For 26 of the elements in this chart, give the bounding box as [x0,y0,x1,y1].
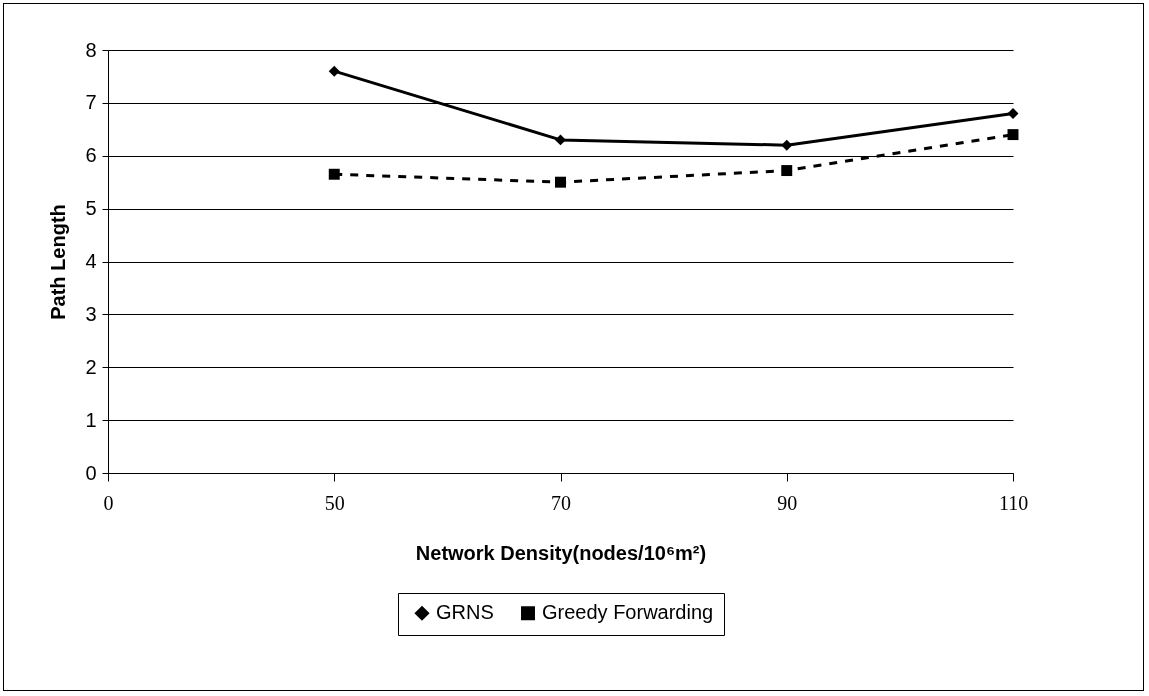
y-tick-label: 4 [85,250,97,272]
x-tick-label: 70 [551,491,571,514]
y-tick-label: 6 [85,144,97,167]
point [781,139,793,151]
y-axis-title: Path Length [47,204,70,320]
y-tick-label: 1 [85,408,97,431]
y-tick-label: 8 [85,38,97,61]
x-tick-label: 0 [103,491,114,514]
x-tick-label: 50 [324,491,345,514]
point [328,65,340,77]
y-tick-label: 2 [85,355,97,378]
legend-label: Greedy Forwarding [542,601,714,624]
x-tick-label: 110 [998,491,1029,514]
y-tick-label: 3 [85,302,97,325]
point [781,165,793,177]
point [1007,129,1019,141]
point [1007,107,1019,119]
legend-label: GRNS [436,601,494,624]
point [328,168,340,180]
x-axis-title: Network Density(nodes/10⁶m²) [415,541,707,564]
point [555,134,566,146]
y-tick-label: 5 [85,197,97,220]
x-tick-label: 90 [777,491,798,514]
point [555,176,566,188]
y-tick-label: 0 [85,461,97,484]
y-tick-label: 7 [85,91,97,114]
